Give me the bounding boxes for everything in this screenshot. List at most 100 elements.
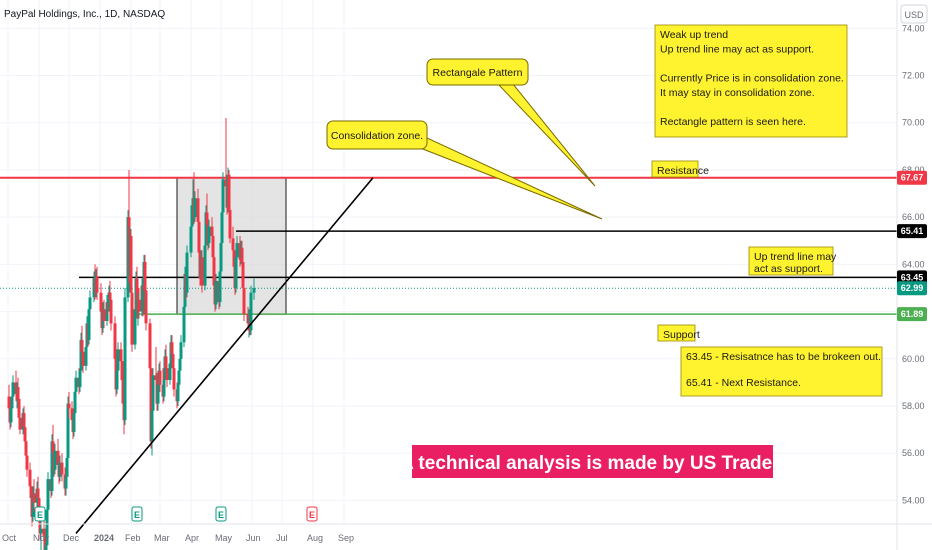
candle-body[interactable] [74, 377, 78, 392]
candle-body[interactable] [144, 290, 148, 324]
candle-body[interactable] [151, 375, 155, 411]
candle-body[interactable] [60, 462, 64, 475]
candle-body[interactable] [78, 370, 82, 388]
candle-body[interactable] [158, 370, 162, 385]
candle-body[interactable] [228, 210, 232, 239]
earnings-marker[interactable] [34, 506, 46, 522]
candle-body[interactable] [56, 450, 60, 465]
candle-body[interactable] [50, 441, 54, 491]
candle-body[interactable] [105, 302, 109, 322]
candle-body[interactable] [88, 297, 92, 310]
candle-body[interactable] [165, 368, 169, 381]
candle-body[interactable] [46, 479, 50, 510]
candle-body[interactable] [99, 292, 103, 312]
rectangle-pattern-callout[interactable] [426, 58, 529, 86]
candle-body[interactable] [212, 257, 216, 286]
candle-body[interactable] [32, 493, 36, 503]
candle-body[interactable] [53, 450, 57, 470]
earnings-marker[interactable] [131, 506, 143, 522]
price-level-badge[interactable] [897, 281, 927, 296]
candle-body[interactable] [7, 396, 11, 409]
candle-body[interactable] [120, 361, 124, 381]
candle-body[interactable] [197, 221, 201, 253]
candle-body[interactable] [81, 351, 85, 366]
candle-body[interactable] [252, 288, 256, 293]
candle-body[interactable] [79, 339, 83, 371]
candle-body[interactable] [249, 292, 253, 331]
candle-body[interactable] [64, 476, 68, 489]
candle-body[interactable] [162, 380, 166, 397]
candle-body[interactable] [113, 323, 117, 359]
candle-body[interactable] [109, 299, 113, 324]
candle-body[interactable] [214, 280, 218, 305]
candle-body[interactable] [150, 410, 154, 442]
candle-body[interactable] [23, 427, 27, 442]
price-level-badge[interactable] [897, 224, 927, 239]
candle-body[interactable] [70, 408, 74, 421]
candle-body[interactable] [143, 262, 147, 291]
candle-body[interactable] [211, 236, 215, 258]
candle-body[interactable] [185, 252, 189, 293]
candle-body[interactable] [218, 271, 222, 303]
candle-body[interactable] [149, 368, 153, 442]
candle-body[interactable] [196, 198, 200, 222]
candle-body[interactable] [220, 212, 224, 244]
candle-body[interactable] [31, 493, 35, 517]
candle-body[interactable] [25, 455, 29, 470]
candle-body[interactable] [11, 382, 15, 397]
candle-body[interactable] [205, 212, 209, 225]
candle-body[interactable] [190, 205, 194, 227]
candle-body[interactable] [189, 226, 193, 253]
candle-body[interactable] [22, 413, 26, 428]
candle-body[interactable] [115, 370, 119, 390]
candle-body[interactable] [156, 384, 160, 404]
candle-body[interactable] [37, 498, 41, 515]
support-label[interactable] [657, 324, 696, 342]
candle-body[interactable] [73, 391, 77, 414]
candle-body[interactable] [179, 342, 183, 359]
candle-body[interactable] [172, 368, 176, 390]
candle-body[interactable] [95, 276, 99, 293]
candle-body[interactable] [207, 226, 211, 244]
candle-body[interactable] [137, 299, 141, 312]
uptrend-line[interactable] [75, 177, 374, 534]
candle-body[interactable] [200, 257, 204, 286]
candle-body[interactable] [240, 247, 244, 262]
candle-body[interactable] [121, 380, 125, 404]
price-level-badge[interactable] [897, 170, 927, 185]
candle-body[interactable] [210, 226, 214, 237]
candle-body[interactable] [164, 356, 168, 369]
candle-body[interactable] [177, 370, 181, 385]
candle-body[interactable] [204, 212, 208, 246]
candle-body[interactable] [193, 198, 197, 218]
candle-body[interactable] [58, 462, 62, 477]
candle-body[interactable] [9, 408, 13, 423]
candle-body[interactable] [43, 535, 47, 550]
candle-body[interactable] [171, 354, 175, 369]
candle-body[interactable] [219, 243, 223, 272]
candle-body[interactable] [51, 441, 55, 454]
candle-body[interactable] [203, 245, 207, 286]
targets-note[interactable] [680, 346, 883, 397]
resistance-label[interactable] [651, 160, 699, 178]
candle-body[interactable] [102, 309, 106, 322]
candle-body[interactable] [178, 358, 182, 371]
candle-body[interactable] [24, 441, 28, 456]
candle-body[interactable] [133, 309, 137, 345]
candle-body[interactable] [66, 403, 70, 458]
price-level-badge[interactable] [897, 270, 927, 285]
candle-body[interactable] [16, 387, 20, 399]
candle-body[interactable] [135, 278, 139, 312]
candle-body[interactable] [221, 179, 225, 213]
candle-body[interactable] [87, 309, 91, 340]
candle-body[interactable] [44, 545, 48, 550]
analysis-note[interactable] [654, 24, 848, 138]
candle-body[interactable] [163, 356, 167, 381]
candle-body[interactable] [67, 403, 71, 409]
candle-body[interactable] [108, 292, 112, 300]
candle-body[interactable] [227, 174, 231, 211]
candle-body[interactable] [182, 306, 186, 343]
candle-body[interactable] [29, 486, 33, 499]
uptrend-note[interactable] [748, 246, 834, 276]
candle-body[interactable] [168, 363, 172, 381]
